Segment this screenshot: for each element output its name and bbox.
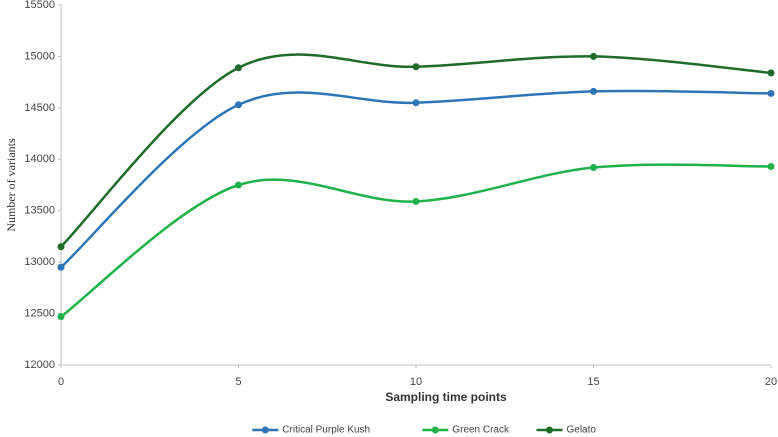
point [235,101,242,109]
legend-marker [261,426,269,434]
y-tick-label: 12500 [24,307,55,319]
point [57,313,65,321]
y-tick-label: 12000 [24,359,55,371]
y-tick-label: 14000 [24,153,55,165]
legend-label: Critical Purple Kush [282,425,370,436]
point [590,87,597,95]
legend-marker [431,426,439,434]
y-tick-label: 14500 [24,102,55,114]
point [767,162,775,170]
series-line [60,163,772,318]
point [235,64,242,72]
x-tick-label: 20 [765,376,777,388]
legend-marker [546,426,553,434]
point [767,89,775,97]
point [412,99,420,107]
point [412,197,420,205]
x-tick-label: 0 [58,376,64,388]
point [767,69,775,77]
point [235,181,242,189]
point [590,52,597,60]
point [57,263,65,271]
series-line [60,53,772,248]
point [590,164,597,172]
x-tick-label: 5 [235,376,241,388]
y-tick-label: 13000 [24,256,55,268]
point [412,63,420,71]
x-tick-label: 10 [410,376,422,388]
x-axis-title: Sampling time points [385,390,507,404]
y-tick-label: 15000 [24,50,55,62]
series-line [60,89,772,269]
legend-label: Green Crack [452,425,510,436]
y-tick-label: 15500 [24,0,55,11]
y-tick-label: 13500 [24,205,55,217]
x-tick-label: 15 [587,376,599,388]
legend-label: Gelato [567,425,597,436]
y-axis-title: Number of variants [4,138,18,232]
point [57,243,65,251]
